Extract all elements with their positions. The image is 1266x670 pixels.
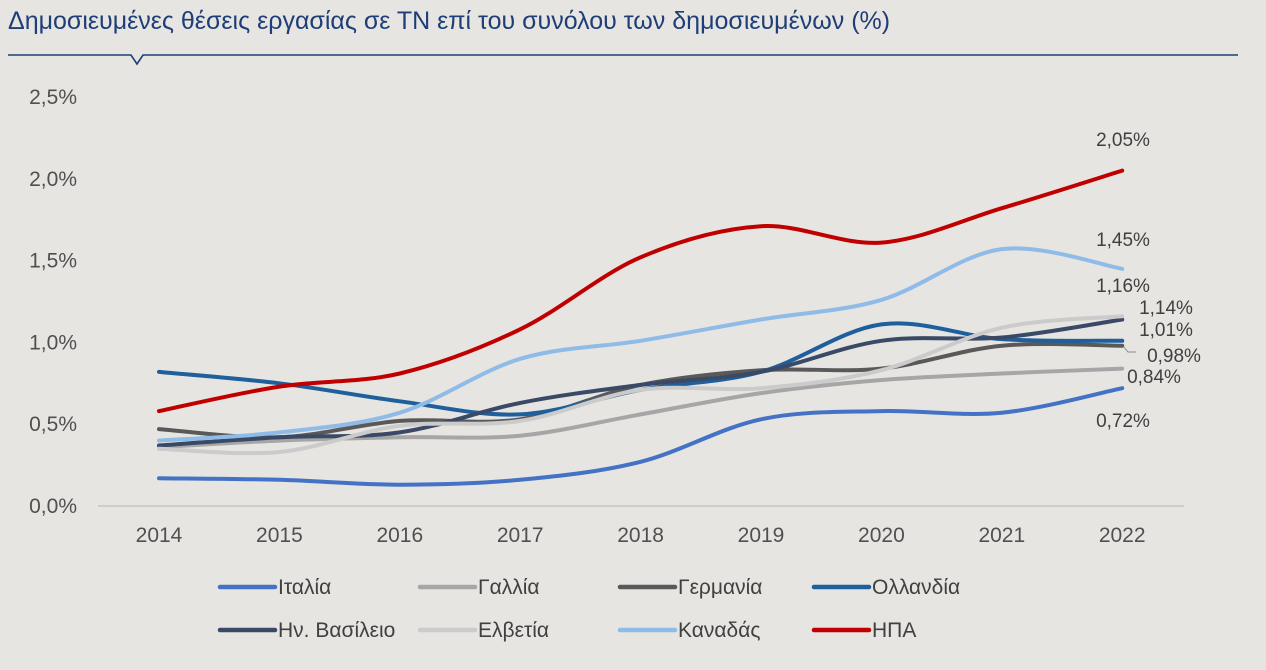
y-tick-label: 2,0% bbox=[29, 168, 77, 191]
legend-label: Ελβετία bbox=[478, 619, 549, 642]
legend-label: Ιταλία bbox=[278, 576, 331, 599]
data-label: 2,05% bbox=[1096, 130, 1150, 151]
title-underline bbox=[8, 54, 1238, 66]
series-line-ελβετία bbox=[157, 314, 1125, 456]
y-tick-label: 1,5% bbox=[29, 250, 77, 273]
legend-label: Καναδάς bbox=[678, 619, 760, 642]
x-tick-label: 2017 bbox=[497, 524, 544, 547]
legend-label: Ην. Βασίλειο bbox=[278, 619, 395, 642]
x-tick-label: 2021 bbox=[978, 524, 1025, 547]
y-tick-label: 0,0% bbox=[29, 495, 77, 518]
legend-label: Γαλλία bbox=[478, 576, 540, 599]
x-tick-label: 2014 bbox=[136, 524, 183, 547]
data-label: 0,84% bbox=[1127, 367, 1181, 388]
data-label: 1,14% bbox=[1139, 298, 1193, 319]
legend-label: ΗΠΑ bbox=[872, 619, 916, 642]
chart-title: Δημοσιευμένες θέσεις εργασίας σε ΤΝ επί … bbox=[8, 7, 891, 35]
legend-label: Γερμανία bbox=[678, 576, 762, 599]
x-tick-label: 2019 bbox=[738, 524, 785, 547]
y-tick-label: 1,0% bbox=[29, 331, 77, 354]
x-tick-label: 2022 bbox=[1099, 524, 1146, 547]
data-label: 0,72% bbox=[1096, 411, 1150, 432]
x-tick-label: 2015 bbox=[256, 524, 303, 547]
data-label: 1,01% bbox=[1139, 320, 1193, 341]
data-label-leader bbox=[1123, 346, 1136, 353]
series-line-γαλλία bbox=[157, 366, 1125, 450]
series-line-ιταλία bbox=[157, 386, 1125, 487]
x-tick-label: 2016 bbox=[376, 524, 423, 547]
data-label: 1,16% bbox=[1096, 276, 1150, 297]
y-tick-label: 0,5% bbox=[29, 413, 77, 436]
y-tick-label: 2,5% bbox=[29, 86, 77, 109]
x-tick-label: 2020 bbox=[858, 524, 905, 547]
legend-label: Ολλανδία bbox=[872, 576, 960, 599]
series-line-ηπα bbox=[157, 168, 1125, 414]
x-tick-label: 2018 bbox=[617, 524, 664, 547]
data-label: 1,45% bbox=[1096, 230, 1150, 251]
data-label: 0,98% bbox=[1147, 346, 1201, 367]
series-line-καναδάς bbox=[157, 246, 1125, 443]
